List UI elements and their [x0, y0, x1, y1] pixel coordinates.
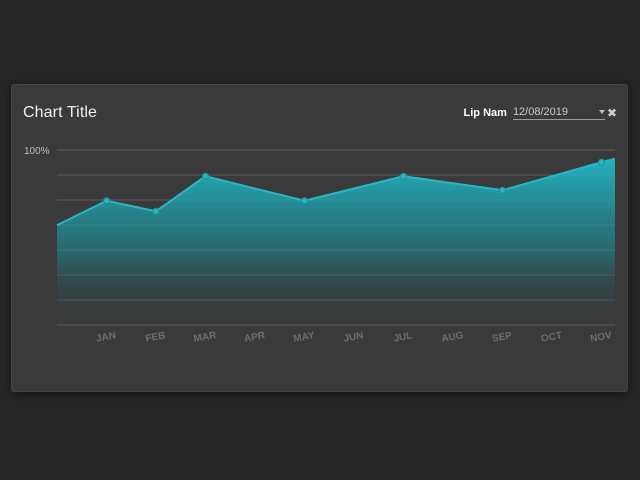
- x-tick-label: APR: [243, 330, 266, 345]
- x-tick-label: JAN: [95, 330, 117, 344]
- x-tick-label: FEB: [145, 330, 167, 344]
- x-tick-label: SEP: [491, 330, 513, 344]
- axis-labels: 100% JAN FEB MAR APR MAY JUN JUL AUG SEP OCT NOV: [24, 146, 613, 345]
- chart-controls: Lip Nam 12/08/2019 ✖: [464, 105, 617, 121]
- data-point[interactable]: [499, 186, 506, 194]
- data-point[interactable]: [103, 197, 110, 205]
- date-select[interactable]: 12/08/2019: [512, 106, 605, 120]
- chevron-down-icon[interactable]: [598, 110, 605, 114]
- x-tick-label: AUG: [441, 330, 465, 345]
- y-tick-label: 100%: [24, 146, 50, 157]
- x-tick-label: OCT: [540, 330, 563, 344]
- close-icon[interactable]: ✖: [606, 106, 617, 120]
- x-tick-label: JUL: [393, 330, 414, 344]
- data-point[interactable]: [598, 158, 605, 166]
- data-point[interactable]: [301, 197, 308, 205]
- x-tick-label: JUN: [343, 330, 365, 344]
- filter-label: Lip Nam: [463, 107, 507, 119]
- date-value: 12/08/2019: [512, 106, 568, 118]
- area-series: [57, 158, 615, 325]
- data-point[interactable]: [152, 207, 160, 215]
- x-tick-label: MAR: [193, 330, 218, 345]
- x-tick-label: MAY: [293, 330, 316, 345]
- data-point[interactable]: [400, 172, 407, 180]
- x-tick-label: NOV: [589, 330, 613, 345]
- data-points: [103, 158, 605, 215]
- data-point[interactable]: [202, 172, 209, 180]
- area-fill: [57, 158, 615, 325]
- chart-title: Chart Title: [23, 104, 98, 121]
